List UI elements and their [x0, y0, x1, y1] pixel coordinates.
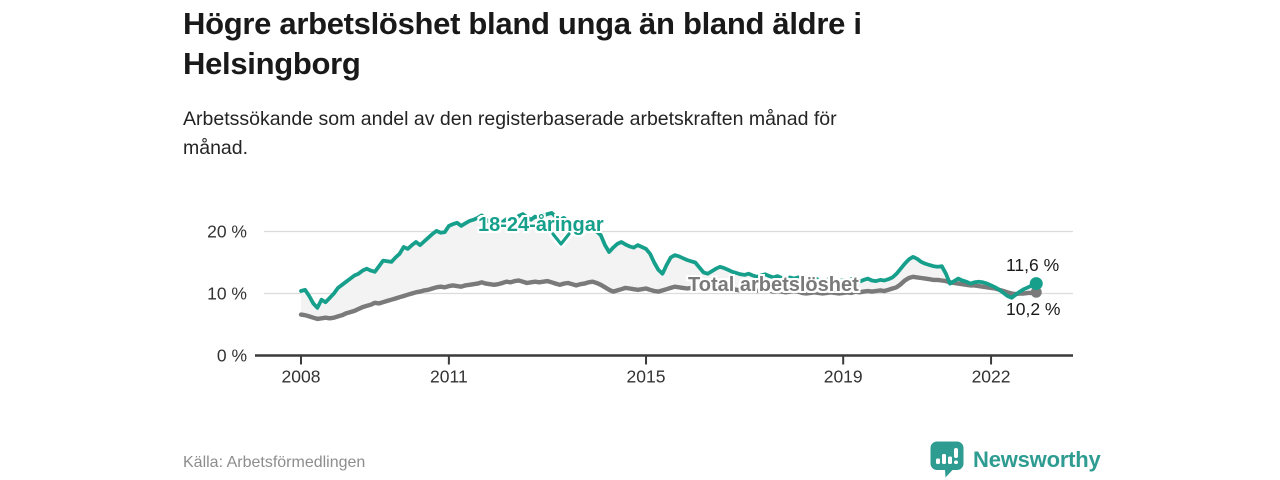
chart-subtitle: Arbetssökande som andel av den registerb… — [183, 108, 837, 159]
end-value-total: 10,2 % — [1006, 299, 1061, 319]
brand-wordmark: Newsworthy — [973, 446, 1101, 472]
y-tick-label: 20 % — [207, 222, 247, 242]
chart-title: Högre arbetslöshet bland unga än bland ä… — [183, 6, 862, 81]
newsworthy-logo-icon — [930, 441, 964, 478]
y-tick-label: 10 % — [207, 284, 247, 304]
x-tick-label: 2022 — [972, 367, 1011, 387]
newsworthy-brand: Newsworthy — [930, 441, 1101, 478]
down-arrow-icon — [549, 231, 573, 248]
end-value-young: 11,6 % — [1006, 255, 1060, 275]
x-tick-label: 2008 — [282, 367, 321, 387]
area-between-series — [301, 212, 1037, 319]
young-line — [299, 210, 1039, 310]
series-label-total: Total arbetslöshet — [688, 274, 859, 296]
young-end-dot — [1029, 277, 1043, 291]
x-tick-label: 2019 — [824, 367, 863, 387]
y-tick-label: 0 % — [217, 346, 247, 366]
total-line — [298, 274, 1039, 322]
total-end-dot — [1030, 286, 1042, 298]
source-note: Källa: Arbetsförmedlingen — [183, 454, 366, 471]
series-label-young: 18-24-åringar — [478, 214, 604, 236]
x-tick-label: 2015 — [627, 367, 666, 387]
x-tick-label: 2011 — [430, 367, 468, 387]
logo-bubble-shape — [930, 441, 964, 478]
